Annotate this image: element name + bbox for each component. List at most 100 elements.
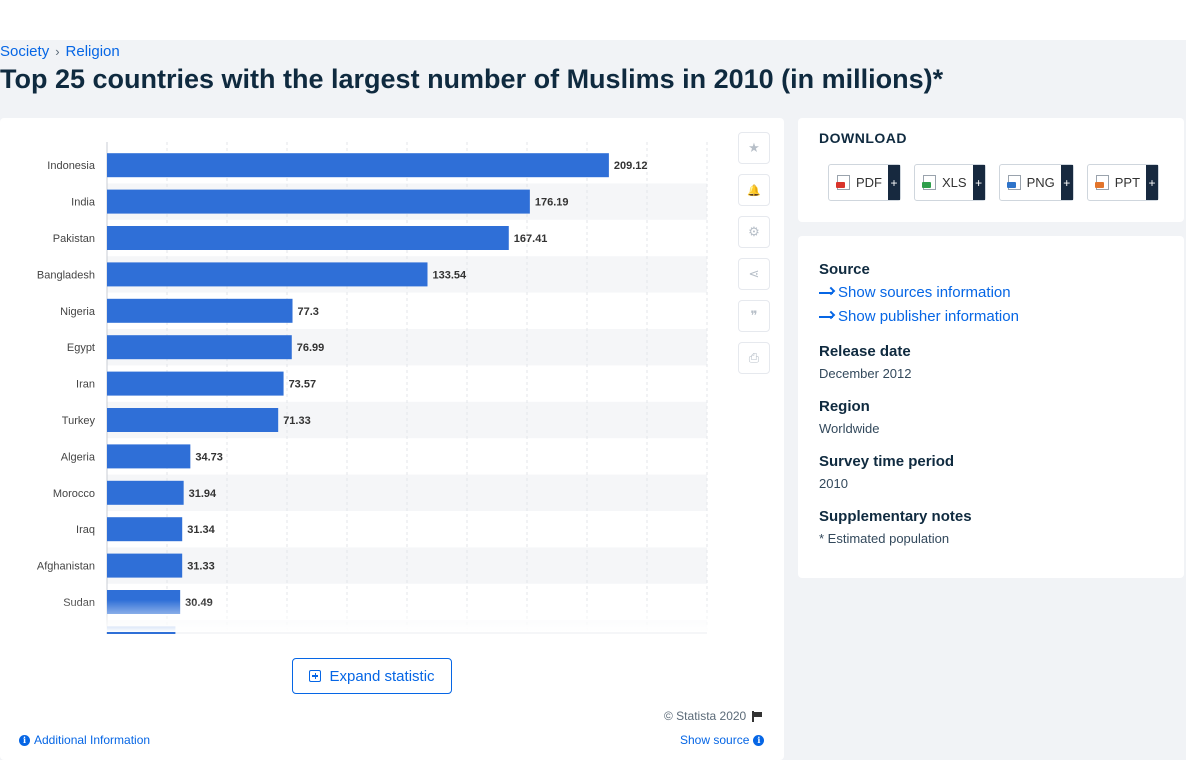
- category-label: Iran: [76, 379, 95, 391]
- source-label: Source: [819, 261, 870, 278]
- info-icon: i: [19, 734, 30, 746]
- share-icon: ⋖: [748, 266, 760, 281]
- region-value: Worldwide: [819, 421, 880, 436]
- expand-label: Expand statistic: [329, 667, 435, 685]
- xls-file-icon: [922, 175, 936, 190]
- category-label: Nigeria: [60, 306, 96, 318]
- chart-toolbar: ★ 🔔 ⚙ ⋖ ❞ ⎙: [738, 132, 770, 374]
- expand-icon: [309, 670, 322, 682]
- pdf-file-icon: [836, 175, 850, 190]
- value-label: 71.33: [283, 415, 311, 427]
- star-icon: ★: [748, 140, 760, 155]
- download-buttons: PDF + XLS + PNG + PPT +: [828, 164, 1160, 201]
- value-label: 77.3: [298, 306, 319, 318]
- value-label: 76.99: [297, 342, 325, 354]
- release-date-value: December 2012: [819, 366, 912, 381]
- png-file-icon: [1006, 175, 1021, 190]
- chart-fade-overlay: [0, 600, 710, 632]
- bar-egypt: [107, 335, 292, 360]
- favorite-button[interactable]: ★: [738, 132, 770, 164]
- notification-button[interactable]: 🔔: [738, 174, 770, 206]
- value-label: 167.41: [514, 233, 548, 245]
- copyright-notice: © Statista 2020: [664, 709, 763, 723]
- bar-india: [107, 189, 530, 214]
- category-label: Turkey: [62, 415, 96, 427]
- category-label: Pakistan: [53, 233, 95, 245]
- additional-information-link[interactable]: i Additional Information: [19, 733, 150, 747]
- plus-icon: +: [1060, 165, 1073, 200]
- value-label: 34.73: [195, 451, 223, 463]
- top-navigation-bar: [0, 0, 1186, 40]
- bar-iraq: [107, 517, 183, 542]
- breadcrumb-religion[interactable]: Religion: [65, 43, 120, 60]
- gear-icon: ⚙: [748, 224, 760, 239]
- additional-information-label: Additional Information: [34, 733, 151, 747]
- value-label: 73.57: [289, 379, 317, 391]
- page-title: Top 25 countries with the largest number…: [0, 64, 944, 94]
- show-publisher-label: Show publisher information: [838, 308, 1019, 325]
- value-label: 31.33: [187, 561, 215, 573]
- bell-icon: 🔔: [747, 184, 761, 197]
- show-source-link[interactable]: Show source i: [680, 733, 765, 747]
- plus-icon: +: [888, 165, 900, 200]
- category-label: Morocco: [53, 488, 95, 500]
- download-ppt-label: PPT: [1114, 175, 1141, 190]
- plus-icon: +: [1146, 165, 1159, 200]
- copyright-text: © Statista 2020: [664, 709, 747, 723]
- survey-period-label: Survey time period: [819, 453, 955, 470]
- arrow-right-icon: [819, 291, 833, 294]
- info-icon: i: [753, 734, 765, 746]
- settings-button[interactable]: ⚙: [738, 216, 770, 248]
- print-icon: ⎙: [748, 350, 760, 365]
- supplementary-notes-label: Supplementary notes: [819, 508, 972, 525]
- bar-morocco: [107, 480, 184, 505]
- value-label: 209.12: [614, 160, 648, 172]
- value-label: 133.54: [432, 269, 467, 281]
- survey-period-value: 2010: [819, 476, 848, 491]
- bar-afghanistan: [107, 553, 183, 578]
- bar-bangladesh: [107, 262, 428, 287]
- show-sources-link[interactable]: Show sources information: [819, 284, 1011, 301]
- bar-iran: [107, 371, 284, 396]
- breadcrumb-society[interactable]: Society: [0, 43, 50, 60]
- category-label: Bangladesh: [37, 269, 95, 281]
- ppt-file-icon: [1094, 175, 1109, 190]
- flag-icon[interactable]: [752, 710, 763, 722]
- category-label: Afghanistan: [37, 561, 95, 573]
- download-png-button[interactable]: PNG +: [998, 164, 1074, 201]
- download-xls-label: XLS: [942, 175, 967, 190]
- cite-button[interactable]: ❞: [738, 300, 770, 332]
- show-sources-label: Show sources information: [838, 284, 1011, 301]
- supplementary-notes-value: * Estimated population: [819, 531, 950, 546]
- breadcrumb: Society › Religion: [0, 43, 120, 60]
- region-label: Region: [819, 398, 870, 415]
- download-xls-button[interactable]: XLS +: [914, 164, 986, 201]
- bar-turkey: [107, 408, 279, 432]
- value-label: 176.19: [535, 197, 569, 209]
- download-png-label: PNG: [1026, 175, 1055, 190]
- row-band: [107, 547, 707, 584]
- statistic-details-panel: Source Show sources information Show pub…: [798, 236, 1184, 578]
- value-label: 31.34: [187, 524, 215, 536]
- download-pdf-button[interactable]: PDF +: [828, 164, 901, 201]
- release-date-label: Release date: [819, 343, 911, 360]
- download-heading: DOWNLOAD: [819, 130, 907, 146]
- print-button[interactable]: ⎙: [738, 342, 770, 374]
- download-ppt-button[interactable]: PPT +: [1086, 164, 1160, 201]
- breadcrumb-separator: ›: [55, 44, 60, 59]
- category-label: Indonesia: [47, 160, 96, 172]
- arrow-right-icon: [819, 315, 833, 318]
- download-panel: DOWNLOAD PDF + XLS + PNG + PPT +: [798, 118, 1184, 222]
- bar-pakistan: [107, 226, 509, 250]
- show-source-label: Show source: [680, 733, 750, 747]
- bar-algeria: [107, 444, 191, 469]
- share-button[interactable]: ⋖: [738, 258, 770, 290]
- quote-icon: ❞: [750, 308, 758, 323]
- category-label: Iraq: [76, 524, 95, 536]
- category-label: Egypt: [67, 342, 95, 354]
- plus-icon: +: [972, 165, 985, 200]
- bar-chart: Indonesia 209.12 India 176.19 Pakistan 167.41…: [37, 142, 708, 634]
- download-pdf-label: PDF: [856, 175, 882, 190]
- show-publisher-link[interactable]: Show publisher information: [819, 308, 1019, 325]
- expand-statistic-button[interactable]: Expand statistic: [292, 658, 452, 694]
